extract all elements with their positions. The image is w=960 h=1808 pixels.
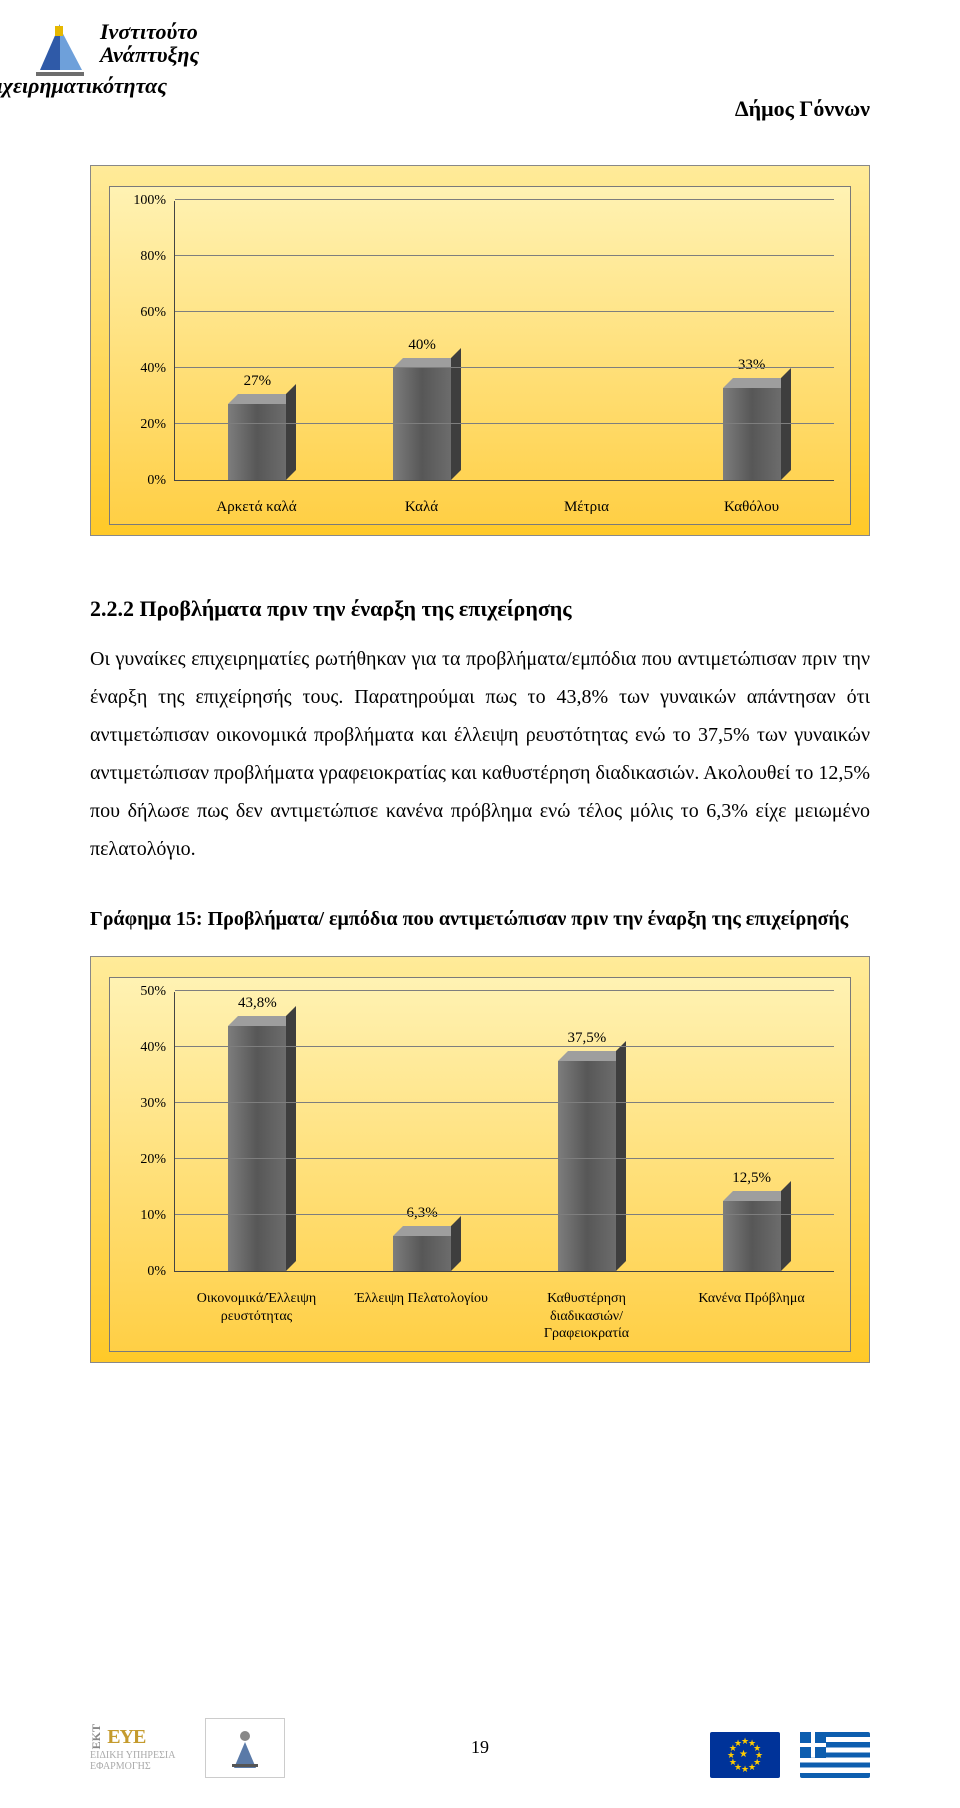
eye-small-text: ΕΚΤ: [90, 1724, 103, 1749]
chart1-inner: 100%80%60%40%20%0% 27% 40% 33% Αρκετά καλά…: [109, 186, 851, 525]
bar-value-label: 33%: [738, 357, 766, 374]
bar: [723, 388, 781, 480]
eye-subline1: ΕΙΔΙΚΗ ΥΠΗΡΕΣΙΑ: [90, 1750, 175, 1761]
bar: [228, 404, 286, 480]
gridline: [175, 1214, 834, 1215]
person-badge-icon: [205, 1718, 285, 1778]
greece-flag-icon: [800, 1732, 870, 1778]
logo-line2: Ανάπτυξης: [100, 43, 199, 66]
gridline: [175, 367, 834, 368]
chart1-plot-area: 27% 40% 33%: [174, 201, 834, 481]
gridline: [175, 311, 834, 312]
section-paragraph: Οι γυναίκες επιχειρηματίες ρωτήθηκαν για…: [90, 640, 870, 868]
chart2-bars: 43,8% 6,3% 37,5% 12,5%: [175, 992, 834, 1271]
page-header: Ινστιτούτο Ανάπτυξης Επιχειρηματικότητας…: [90, 30, 870, 140]
page-footer: ΕΚΤ EYE ΕΙΔΙΚΗ ΥΠΗΡΕΣΙΑ ΕΦΑΡΜΟΓΗΣ ★★★★★★…: [0, 1718, 960, 1778]
bar: [723, 1201, 781, 1271]
category-label: Οικονομικά/Έλλειψη ρευστότητας: [174, 1290, 339, 1343]
gridline: [175, 199, 834, 200]
category-label: Μέτρια: [504, 499, 669, 516]
footer-right: ★★★★★★★★★★★★: [710, 1732, 870, 1778]
chart2-category-row: Οικονομικά/Έλλειψη ρευστότηταςΈλλειψη Πε…: [174, 1272, 834, 1351]
bar: [393, 1236, 451, 1271]
bar-group: 27%: [175, 201, 340, 480]
bar-value-label: 43,8%: [238, 995, 277, 1012]
chart1-bars: 27% 40% 33%: [175, 201, 834, 480]
sail-logo-icon: [30, 20, 90, 80]
municipality-title: Δήμος Γόννων: [735, 96, 870, 122]
chart2-y-axis: 50%40%30%20%10%0%: [110, 992, 174, 1272]
gridline: [175, 1158, 834, 1159]
bar-group: 43,8%: [175, 992, 340, 1271]
bar-group: 33%: [669, 201, 834, 480]
bar: [558, 1061, 616, 1271]
section-heading: 2.2.2 Προβλήματα πριν την έναρξη της επι…: [90, 596, 870, 622]
chart1-y-axis: 100%80%60%40%20%0%: [110, 201, 174, 481]
org-logo-block: Ινστιτούτο Ανάπτυξης Επιχειρηματικότητας: [30, 20, 290, 97]
bar: [228, 1026, 286, 1271]
org-logo-text: Ινστιτούτο Ανάπτυξης: [100, 20, 199, 66]
chart1-frame: 100%80%60%40%20%0% 27% 40% 33% Αρκετά καλά…: [90, 165, 870, 536]
bar-value-label: 37,5%: [568, 1030, 607, 1047]
bar-group: [505, 201, 670, 480]
category-label: Αρκετά καλά: [174, 499, 339, 516]
eu-flag-icon: ★★★★★★★★★★★★: [710, 1732, 780, 1778]
bar-group: 37,5%: [505, 992, 670, 1271]
bar-group: 12,5%: [669, 992, 834, 1271]
category-label: Καθυστέρηση διαδικασιών/ Γραφειοκρατία: [504, 1290, 669, 1343]
chart2-plot-area: 43,8% 6,3% 37,5% 12,5%: [174, 992, 834, 1272]
gridline: [175, 255, 834, 256]
gridline: [175, 423, 834, 424]
bar-value-label: 27%: [244, 373, 272, 390]
category-label: Κανένα Πρόβλημα: [669, 1290, 834, 1343]
eye-big-text: EYE: [107, 1726, 145, 1748]
chart2-frame: 50%40%30%20%10%0% 43,8% 6,3% 37,5% 12,5% Οι…: [90, 956, 870, 1363]
category-label: Καθόλου: [669, 499, 834, 516]
bar-group: 40%: [340, 201, 505, 480]
chart2-inner: 50%40%30%20%10%0% 43,8% 6,3% 37,5% 12,5% Οι…: [109, 977, 851, 1352]
gridline: [175, 1046, 834, 1047]
eye-logo: ΕΚΤ EYE ΕΙΔΙΚΗ ΥΠΗΡΕΣΙΑ ΕΦΑΡΜΟΓΗΣ: [90, 1724, 175, 1771]
chart1-category-row: Αρκετά καλάΚαλάΜέτριαΚαθόλου: [174, 481, 834, 524]
document-page: Ινστιτούτο Ανάπτυξης Επιχειρηματικότητας…: [0, 0, 960, 1808]
bar: [393, 368, 451, 480]
bar-value-label: 40%: [408, 337, 436, 354]
gridline: [175, 1102, 834, 1103]
logo-line1: Ινστιτούτο: [100, 20, 199, 43]
gridline: [175, 990, 834, 991]
footer-left: ΕΚΤ EYE ΕΙΔΙΚΗ ΥΠΗΡΕΣΙΑ ΕΦΑΡΜΟΓΗΣ: [90, 1718, 285, 1778]
category-label: Καλά: [339, 499, 504, 516]
figure15-title: Γράφημα 15: Προβλήματα/ εμπόδια που αντι…: [90, 908, 870, 931]
eye-subline2: ΕΦΑΡΜΟΓΗΣ: [90, 1761, 151, 1772]
category-label: Έλλειψη Πελατολογίου: [339, 1290, 504, 1343]
bar-value-label: 12,5%: [732, 1170, 771, 1187]
bar-group: 6,3%: [340, 992, 505, 1271]
